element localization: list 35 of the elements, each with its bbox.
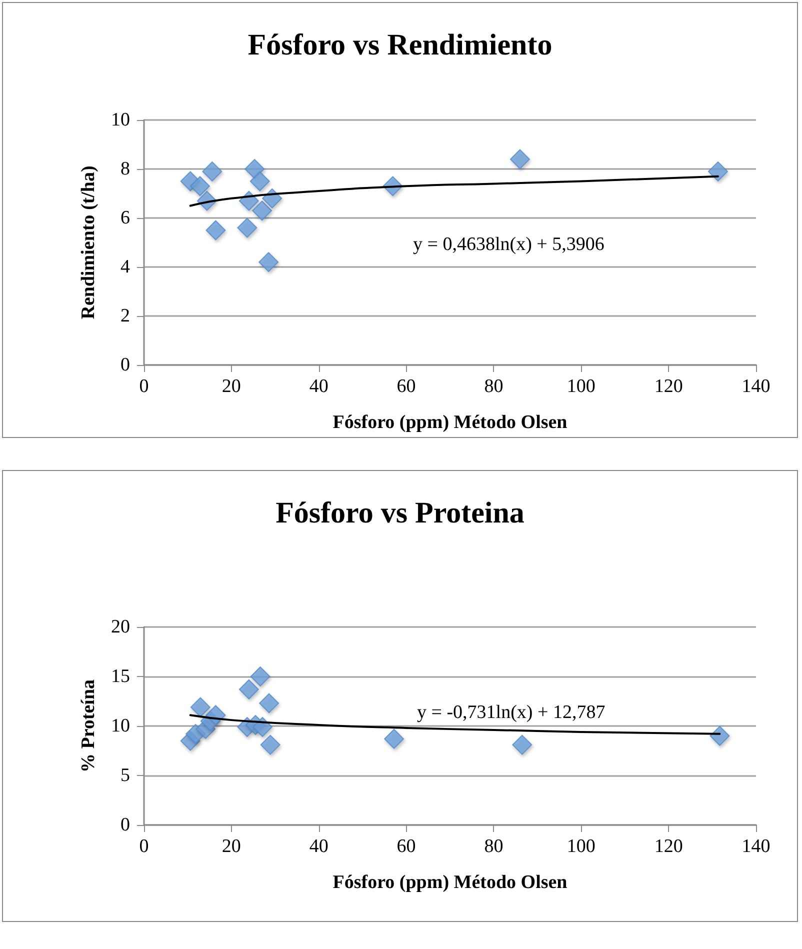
y-tick-label: 15 (111, 666, 130, 687)
y-tick-label: 4 (120, 256, 130, 278)
x-axis-title: Fósforo (ppm) Método Olsen (332, 412, 568, 433)
annotation: y = 0,4638ln(x) + 5,3906 (413, 234, 604, 255)
x-tick-label: 0 (139, 376, 149, 397)
chart-title: Fósforo vs Proteina (276, 496, 524, 530)
y-tick-label: 0 (120, 354, 130, 376)
y-tick-label: 8 (120, 158, 130, 180)
x-axis-title: Fósforo (ppm) Método Olsen (332, 872, 568, 893)
x-tick-label: 120 (654, 836, 683, 857)
y-tick-label: 2 (120, 306, 130, 326)
y-tick-label: 10 (111, 716, 130, 736)
y-axis-title: Rendimiento (t/ha) (78, 166, 99, 320)
x-tick-label: 20 (222, 836, 241, 857)
x-tick-label: 60 (396, 376, 416, 397)
x-tick-label: 140 (742, 836, 770, 857)
y-tick-label: 0 (120, 814, 130, 836)
y-tick-label: 5 (120, 765, 130, 786)
y-tick-label: 10 (111, 110, 130, 130)
chart-title: Fósforo vs Rendimiento (248, 28, 552, 62)
x-tick-label: 40 (309, 836, 328, 857)
x-tick-label: 100 (566, 376, 596, 397)
annotation: y = -0,731ln(x) + 12,787 (417, 702, 606, 723)
y-axis-title: % Proteína (78, 678, 99, 773)
x-tick-label: 60 (396, 836, 416, 857)
y-tick-label: 6 (120, 208, 130, 228)
x-tick-label: 120 (654, 376, 683, 397)
x-tick-label: 0 (139, 836, 149, 857)
x-tick-label: 100 (566, 836, 596, 857)
x-tick-label: 140 (742, 376, 770, 397)
x-tick-label: 80 (484, 376, 504, 397)
x-tick-label: 40 (309, 376, 328, 397)
y-tick-label: 20 (111, 616, 130, 638)
x-tick-label: 80 (484, 836, 504, 857)
x-tick-label: 20 (222, 376, 241, 397)
